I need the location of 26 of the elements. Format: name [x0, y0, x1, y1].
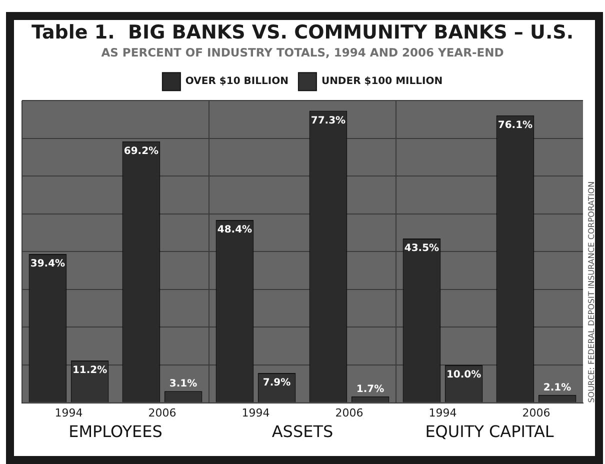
- x-tick-label: 1994: [242, 406, 270, 420]
- data-label: 43.5%: [404, 243, 440, 254]
- data-label: 77.3%: [310, 115, 346, 126]
- data-label: 11.2%: [72, 365, 108, 376]
- x-tick-label: 2006: [335, 406, 364, 420]
- text: ASSETS: [272, 422, 334, 441]
- data-label: 39.4%: [30, 258, 66, 270]
- legend-label: OVER $10 BILLION: [185, 76, 288, 88]
- x-tick-label: 2006: [148, 406, 176, 420]
- x-tick-label: 2006: [522, 406, 550, 420]
- data-label: 48.4%: [217, 224, 252, 236]
- data-label: 1.7%: [356, 384, 384, 395]
- data-label: 76.1%: [498, 120, 533, 131]
- data-label: 10.0%: [446, 370, 482, 381]
- data-label: 3.1%: [169, 378, 198, 390]
- x-tick-label: 1994: [54, 406, 83, 420]
- data-label: 2.1%: [543, 382, 572, 394]
- text: EMPLOYEES: [68, 422, 162, 441]
- x-tick-label: 1994: [428, 406, 457, 420]
- chart-title: Table 1. BIG BANKS VS. COMMUNITY BANKS – U.S.: [31, 21, 574, 44]
- source-note: SOURCE: FEDERAL DEPOSIT INSURANCE CORPORATION: [587, 181, 596, 403]
- data-label: 7.9%: [262, 378, 291, 389]
- legend-label: UNDER $100 MILLION: [321, 76, 443, 88]
- chart-subtitle: AS PERCENT OF INDUSTRY TOTALS, 1994 AND 2006 YEAR-END: [101, 46, 504, 60]
- text: EQUITY CAPITAL: [425, 422, 554, 441]
- data-label: 69.2%: [124, 146, 159, 157]
